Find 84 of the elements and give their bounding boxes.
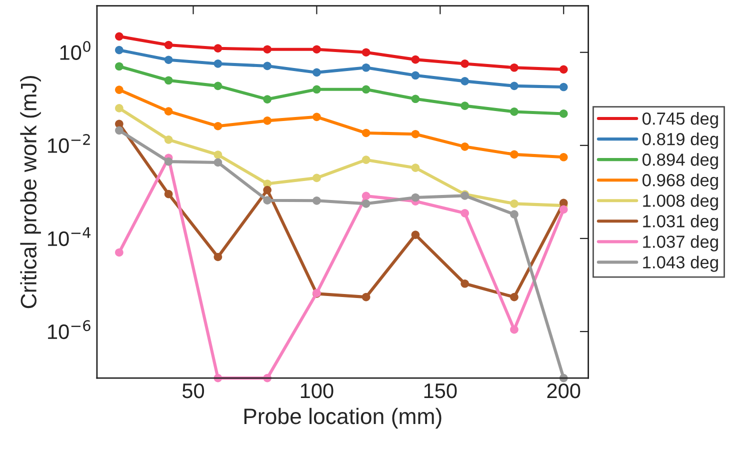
- point: [164, 56, 173, 64]
- point: [214, 44, 222, 53]
- point: [115, 62, 124, 71]
- point: [362, 85, 370, 94]
- point: [559, 65, 568, 74]
- y-tick-label: 10$^{0}$: [60, 40, 90, 60]
- x-tick-label: 50: [182, 383, 204, 398]
- point: [411, 94, 420, 104]
- point: [510, 150, 518, 159]
- point: [263, 62, 272, 70]
- point: [312, 45, 321, 54]
- point: [263, 196, 272, 205]
- point: [362, 292, 370, 302]
- point: [460, 279, 470, 288]
- x-tick-label: 150: [424, 383, 457, 398]
- point: [460, 142, 470, 151]
- point: [362, 156, 370, 164]
- point: [312, 174, 321, 182]
- point: [115, 32, 124, 41]
- point: [510, 292, 518, 302]
- legend-label: 0.819 deg: [642, 132, 718, 149]
- point: [411, 230, 420, 239]
- point: [362, 199, 370, 208]
- point: [460, 60, 470, 68]
- x-tick-label: 100: [300, 383, 334, 398]
- point: [460, 77, 470, 86]
- point: [559, 152, 568, 162]
- legend-label: 0.968 deg: [642, 174, 718, 190]
- point: [115, 46, 124, 54]
- point: [510, 210, 518, 219]
- point: [164, 135, 173, 144]
- point: [411, 164, 420, 172]
- point: [164, 157, 173, 166]
- point: [263, 45, 272, 54]
- x-tick-label: 200: [547, 383, 580, 398]
- legend-label: 0.745 deg: [642, 112, 718, 128]
- point: [411, 55, 420, 64]
- point: [510, 199, 518, 208]
- point: [362, 63, 370, 72]
- legend-label: 1.008 deg: [643, 194, 718, 210]
- point: [411, 71, 420, 80]
- point: [214, 60, 222, 68]
- legend-label: 1.031 deg: [643, 214, 718, 231]
- point: [510, 108, 518, 116]
- point: [164, 107, 173, 116]
- point: [115, 86, 124, 94]
- point: [559, 82, 568, 92]
- point: [312, 112, 321, 122]
- legend-label: 1.043 deg: [643, 256, 718, 272]
- point: [362, 128, 370, 138]
- point: [559, 110, 568, 118]
- point: [312, 85, 321, 94]
- point: [214, 158, 222, 167]
- y-tick-label: 10$^{−4}$: [48, 227, 91, 246]
- legend-label: 0.894 deg: [642, 153, 718, 170]
- point: [510, 82, 518, 90]
- point: [214, 122, 222, 130]
- point: [164, 76, 173, 85]
- y-tick-label: 10$^{−6}$: [48, 320, 90, 340]
- point: [411, 193, 420, 202]
- point: [115, 126, 124, 135]
- point: [214, 82, 222, 90]
- point: [460, 208, 470, 218]
- point: [312, 68, 321, 77]
- point: [214, 252, 222, 262]
- point: [164, 190, 173, 198]
- point: [115, 104, 124, 112]
- legend-label: 1.037 deg: [643, 235, 718, 252]
- point: [164, 40, 173, 50]
- point: [559, 205, 568, 214]
- point: [263, 116, 272, 125]
- point: [362, 192, 370, 200]
- point: [214, 150, 222, 159]
- x-axis-title: Probe location (mm): [244, 408, 442, 429]
- point: [263, 186, 272, 194]
- point: [362, 48, 370, 57]
- point: [411, 130, 420, 138]
- point: [460, 102, 470, 110]
- y-tick-label: 10$^{−2}$: [48, 134, 90, 154]
- y-axis-title: Critical probe work (mJ): [20, 76, 41, 308]
- point: [312, 196, 321, 205]
- point: [263, 95, 272, 104]
- point: [510, 63, 518, 72]
- point: [115, 248, 124, 257]
